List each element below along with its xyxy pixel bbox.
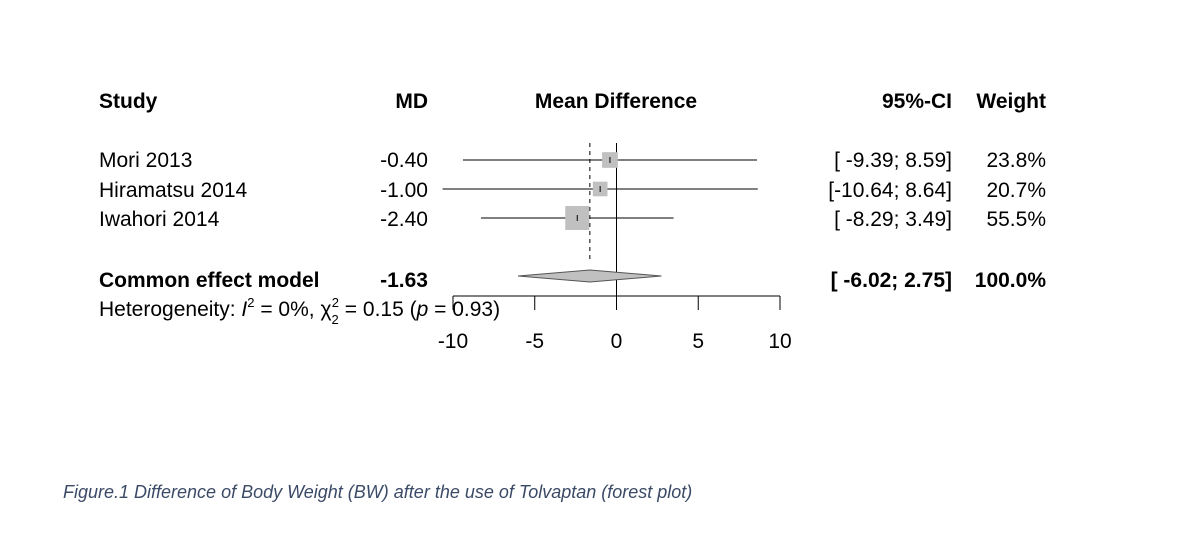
x-tick-label: -10 <box>438 330 468 353</box>
header-study: Study <box>99 90 158 113</box>
header-weight: Weight <box>976 90 1046 113</box>
figure-caption: Figure.1 Difference of Body Weight (BW) … <box>63 482 693 502</box>
x-tick-label: 5 <box>692 330 704 353</box>
pooled-diamond <box>518 269 662 283</box>
x-tick-label: 0 <box>611 330 623 353</box>
header-md: MD <box>395 90 428 113</box>
study-row: Mori 2013 -0.40 [ -9.39; 8.59] 23.8% <box>99 149 1046 172</box>
study-weight: 23.8% <box>986 149 1046 172</box>
pooled-weight: 100.0% <box>975 269 1047 292</box>
forest-graphics: -10 -5 0 5 10 <box>438 143 792 353</box>
pooled-label: Common effect model <box>99 269 320 292</box>
header-mean-difference: Mean Difference <box>535 90 697 113</box>
study-name: Mori 2013 <box>99 149 192 172</box>
forest-plot: Study MD Mean Difference 95%-CI Weight M… <box>99 90 1046 353</box>
pooled-md: -1.63 <box>380 269 428 292</box>
x-tick-label: -5 <box>525 330 544 353</box>
pooled-ci: [ -6.02; 2.75] <box>831 269 952 292</box>
study-row: Iwahori 2014 -2.40 [ -8.29; 3.49] 55.5% <box>99 208 1046 231</box>
study-md: -2.40 <box>380 208 428 231</box>
x-tick-label: 10 <box>768 330 791 353</box>
study-weight: 55.5% <box>986 208 1046 231</box>
study-name: Hiramatsu 2014 <box>99 179 248 202</box>
study-weight: 20.7% <box>986 179 1046 202</box>
study-ci: [ -9.39; 8.59] <box>834 149 952 172</box>
header-ci: 95%-CI <box>882 90 952 113</box>
study-name: Iwahori 2014 <box>99 208 220 231</box>
heterogeneity-text: Heterogeneity: I2 = 0%, χ22 = 0.15 (p = … <box>99 295 500 327</box>
study-md: -1.00 <box>380 179 428 202</box>
study-ci: [-10.64; 8.64] <box>828 179 952 202</box>
study-ci: [ -8.29; 3.49] <box>834 208 952 231</box>
study-row: Hiramatsu 2014 -1.00 [-10.64; 8.64] 20.7… <box>99 179 1046 202</box>
study-md: -0.40 <box>380 149 428 172</box>
pooled-row: Common effect model -1.63 [ -6.02; 2.75]… <box>99 269 1046 292</box>
